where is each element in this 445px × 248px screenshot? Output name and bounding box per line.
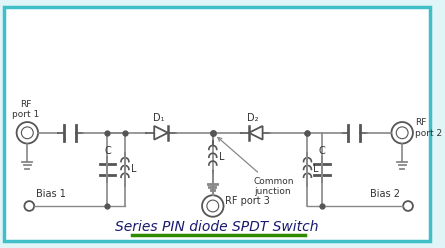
Text: C: C [319,147,325,156]
Text: D₁: D₁ [154,113,165,123]
Text: D₂: D₂ [247,113,259,123]
Text: RF port 3: RF port 3 [226,196,271,206]
Text: Bias 2: Bias 2 [370,189,400,199]
Text: L: L [313,164,319,174]
Text: RF
port 2: RF port 2 [415,118,442,138]
Text: L: L [131,164,136,174]
FancyBboxPatch shape [4,7,430,241]
Text: C: C [104,147,111,156]
Text: Bias 1: Bias 1 [36,189,66,199]
Text: L: L [218,152,224,162]
Text: Series PIN diode SPDT Switch: Series PIN diode SPDT Switch [115,220,319,234]
Text: Common
junction: Common junction [218,137,294,196]
Circle shape [24,201,34,211]
Text: RF
port 1: RF port 1 [12,100,39,119]
Circle shape [403,201,413,211]
